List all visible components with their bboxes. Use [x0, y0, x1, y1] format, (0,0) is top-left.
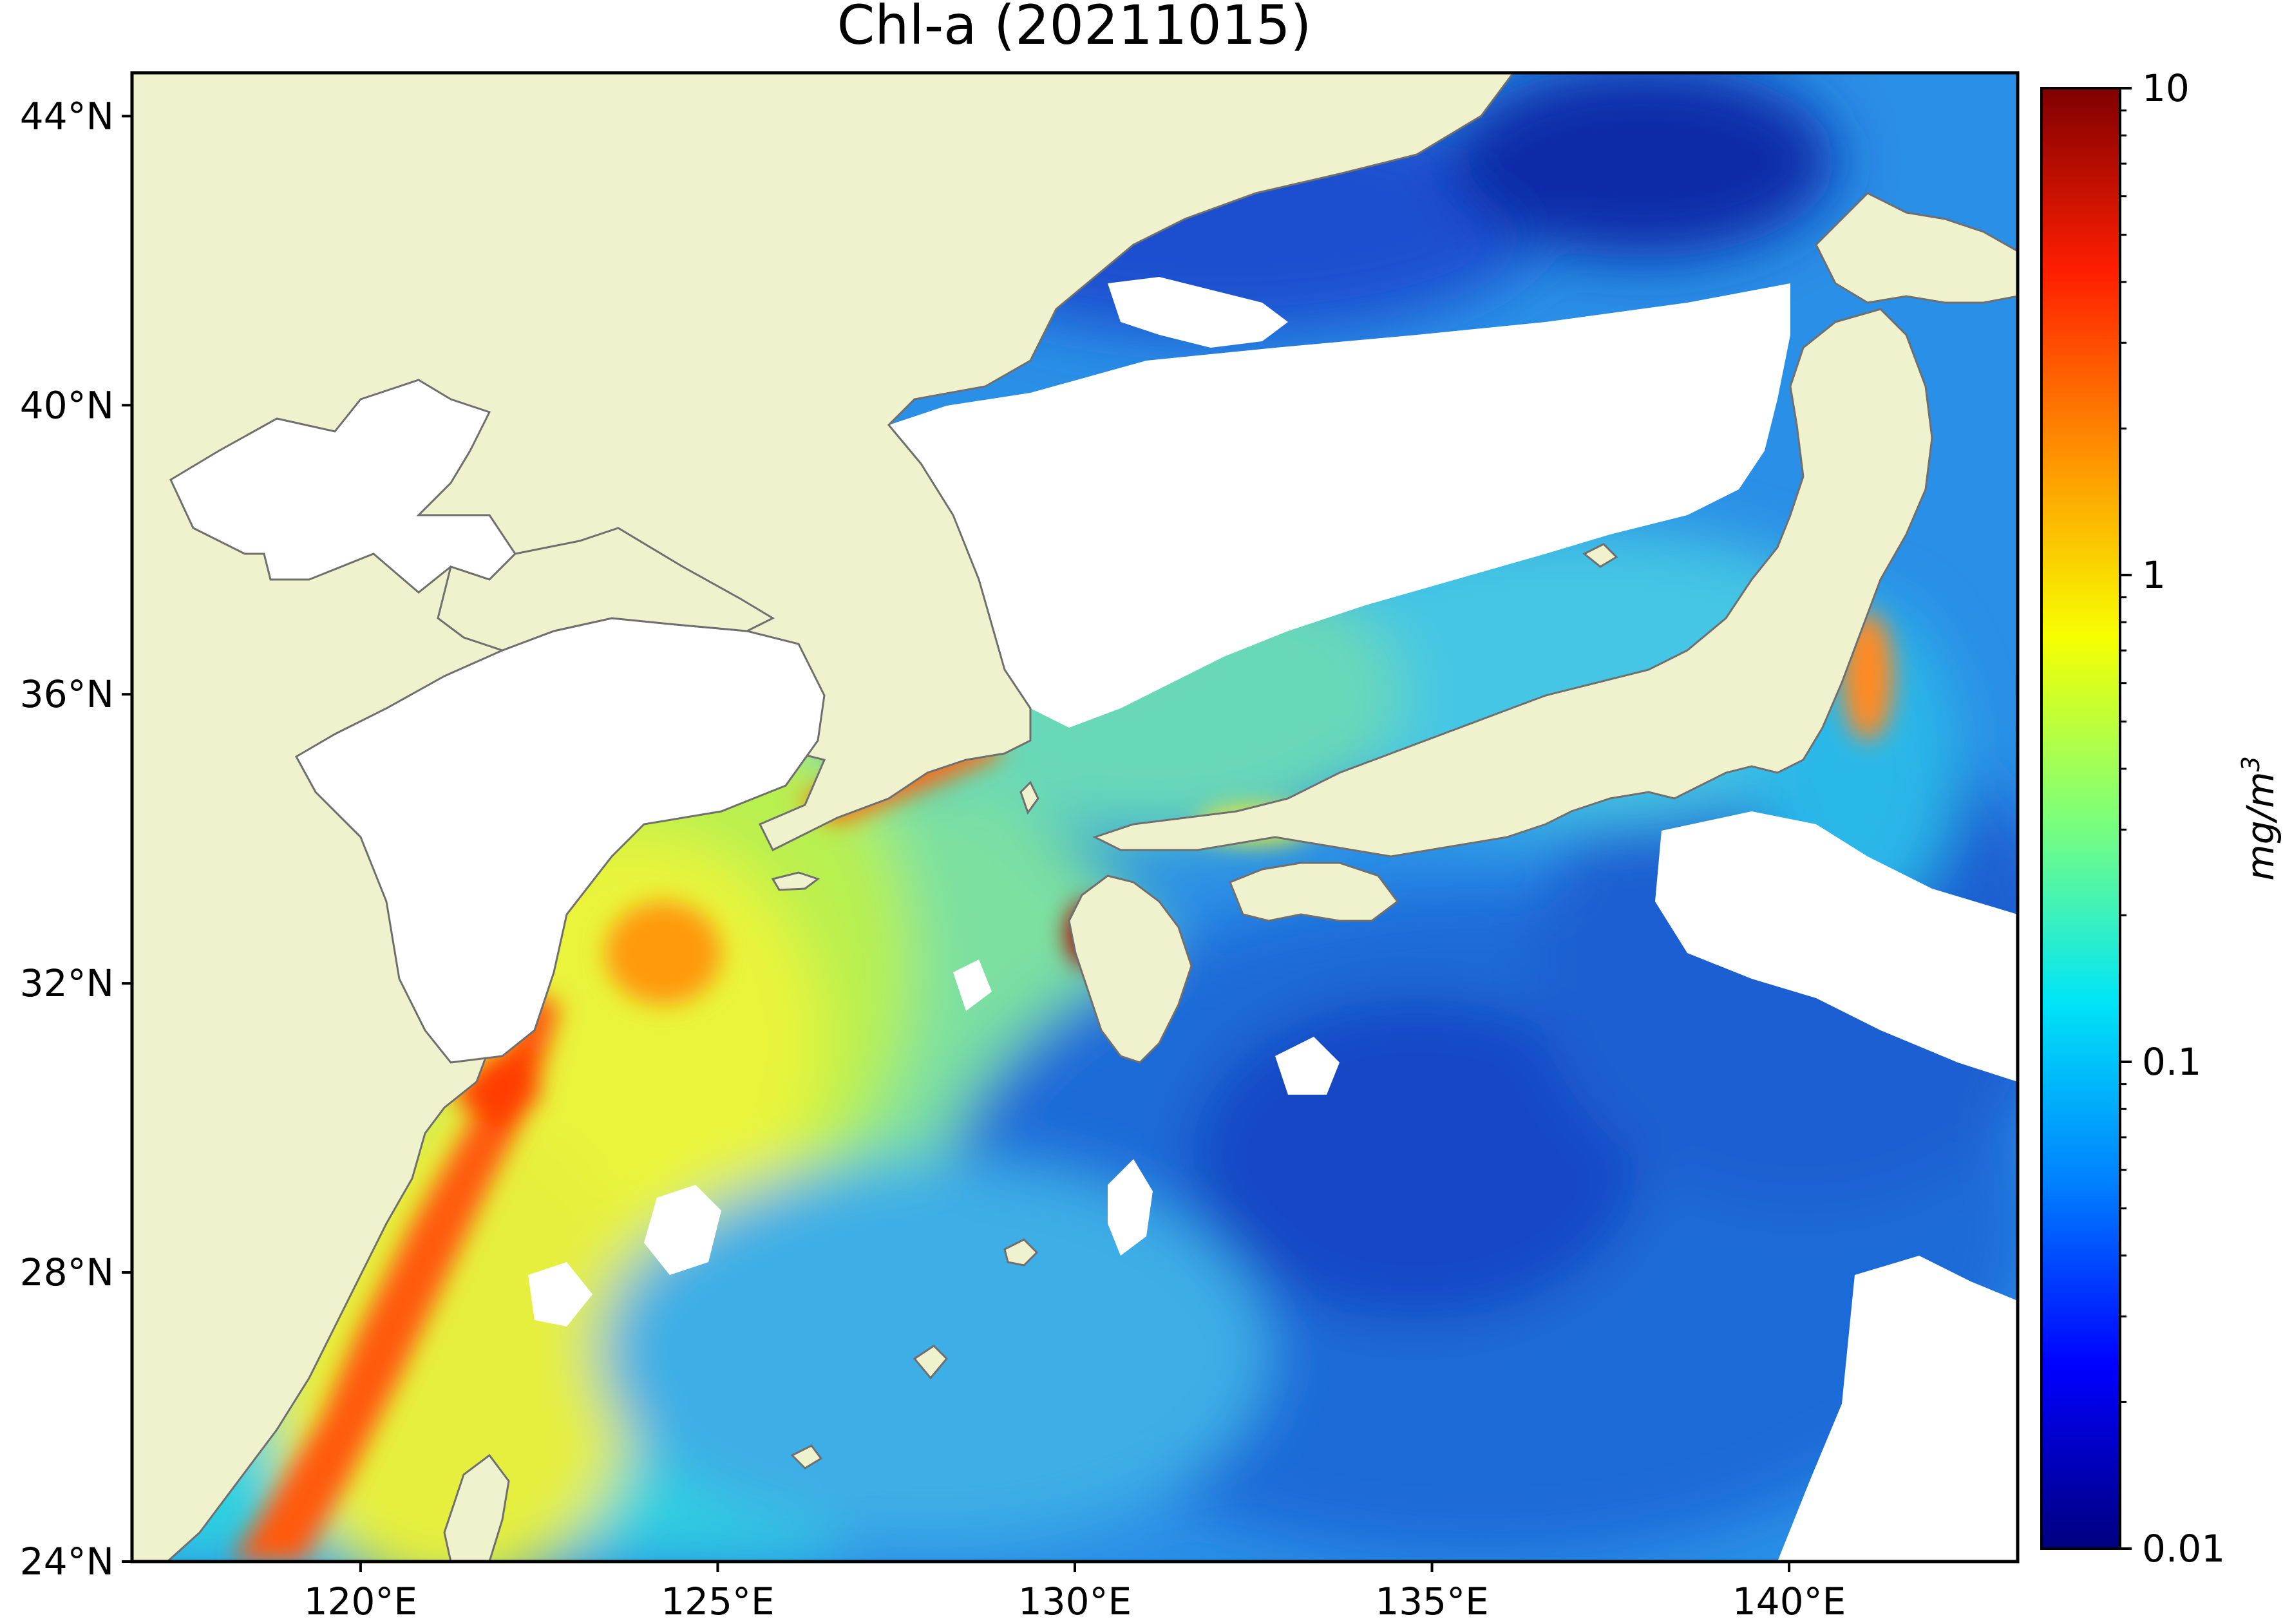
colorbar-tick-label: 10 [2142, 66, 2190, 110]
ryukyu-island-3 [790, 1444, 823, 1469]
colorbar-tick-label: 0.01 [2142, 1527, 2225, 1571]
y-tick-label: 32°N [20, 961, 114, 1005]
colorbar: 10 1 0.1 0.01 mg/m3 [2040, 66, 2282, 1571]
colorbar-frame [2040, 87, 2121, 1550]
colorbar-unit-exponent: 3 [2237, 756, 2265, 771]
x-tick-label: 135°E [1375, 1580, 1488, 1623]
y-tick-label: 36°N [20, 672, 114, 716]
colorbar-tick-label: 1 [2142, 553, 2166, 597]
x-tick-label: 140°E [1732, 1580, 1846, 1623]
x-tick-label: 130°E [1018, 1580, 1132, 1623]
ryukyu-island-2 [913, 1345, 949, 1380]
colorbar-ticks: 10 1 0.1 0.01 [2120, 66, 2225, 1571]
y-tick-label: 44°N [20, 94, 114, 138]
tsushima-island [1019, 780, 1039, 815]
japan-honshu [1092, 308, 1933, 858]
y-tick-label: 24°N [20, 1540, 114, 1583]
y-tick-label: 40°N [20, 383, 114, 427]
bohai-yellow-sea-water [169, 379, 516, 594]
y-axis: 44°N 40°N 36°N 32°N 28°N 24°N [20, 94, 132, 1583]
map-area [132, 73, 2018, 1562]
map-title: Chl-a (20211015) [837, 0, 1312, 57]
colorbar-unit-label: mg/m3 [2237, 756, 2282, 881]
x-tick-label: 125°E [661, 1580, 774, 1623]
x-axis: 120°E 125°E 130°E 135°E 140°E [304, 1562, 1846, 1623]
x-tick-label: 120°E [304, 1580, 417, 1623]
y-tick-label: 28°N [20, 1251, 114, 1294]
colorbar-gradient [2041, 88, 2120, 1549]
taiwan [443, 1453, 510, 1562]
sado-island [1582, 543, 1618, 568]
japan-kyushu [1068, 874, 1193, 1064]
land-areas [132, 73, 2018, 1562]
ryukyu-island-1 [1003, 1238, 1039, 1267]
china-mainland [132, 73, 1515, 1562]
japan-hokkaido [1815, 192, 2018, 304]
japan-shikoku [1229, 862, 1399, 922]
colorbar-tick-label: 0.1 [2142, 1040, 2201, 1084]
shandong-peninsula [437, 527, 775, 652]
jeju-island [771, 871, 820, 891]
